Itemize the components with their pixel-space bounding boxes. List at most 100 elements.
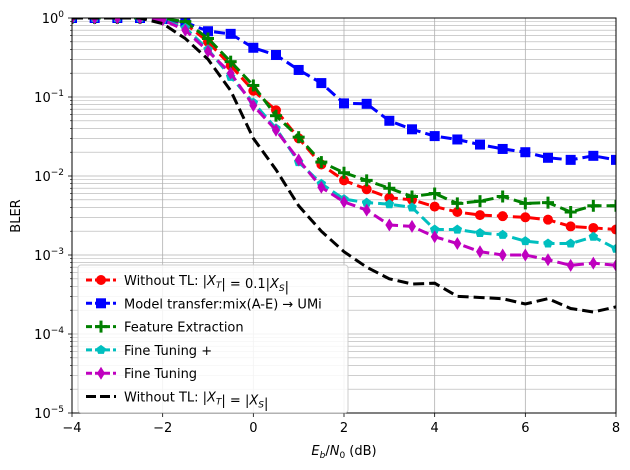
x-axis-label: Eb/N0 (dB) bbox=[311, 444, 376, 461]
data-point bbox=[384, 192, 395, 203]
legend-label: Fine Tuning bbox=[124, 367, 197, 382]
data-point bbox=[203, 26, 213, 37]
legend-label: Fine Tuning + bbox=[124, 344, 212, 359]
data-point bbox=[204, 44, 212, 58]
data-point bbox=[543, 214, 553, 225]
data-point bbox=[497, 211, 508, 222]
data-point bbox=[498, 248, 507, 262]
legend-label: Without TL: |XT| = |XS| bbox=[124, 391, 268, 412]
data-point bbox=[292, 131, 305, 144]
data-point bbox=[361, 184, 372, 195]
data-point bbox=[317, 180, 326, 194]
data-point bbox=[451, 197, 464, 210]
data-point bbox=[610, 199, 616, 212]
data-point bbox=[520, 147, 531, 158]
x-tick-label: 0 bbox=[249, 421, 257, 436]
data-point bbox=[202, 32, 214, 45]
data-point bbox=[271, 50, 281, 61]
legend-box bbox=[77, 264, 349, 414]
data-point bbox=[565, 221, 576, 232]
series-4 bbox=[72, 18, 616, 272]
data-point bbox=[475, 210, 485, 221]
legend-marker bbox=[95, 320, 107, 333]
data-point bbox=[496, 190, 509, 203]
data-point bbox=[428, 187, 441, 200]
data-point bbox=[566, 258, 575, 272]
y-tick-label: 10−2 bbox=[34, 168, 64, 185]
data-point bbox=[452, 134, 463, 145]
y-tick-label: 10−3 bbox=[34, 247, 64, 264]
x-tick-label: 4 bbox=[431, 421, 439, 436]
data-point bbox=[226, 66, 235, 80]
data-point bbox=[339, 175, 349, 186]
data-point bbox=[249, 99, 258, 113]
x-tick-label: 6 bbox=[521, 421, 529, 436]
y-tick-label: 10−5 bbox=[34, 405, 64, 422]
data-point bbox=[429, 131, 440, 142]
data-point bbox=[611, 224, 616, 235]
data-point bbox=[452, 224, 463, 234]
data-point bbox=[521, 248, 530, 262]
y-tick-label: 10−1 bbox=[34, 89, 64, 106]
data-point bbox=[519, 197, 532, 210]
data-point bbox=[385, 218, 394, 232]
legend-label: Without TL: |XT| = 0.1|XS| bbox=[124, 274, 289, 295]
data-point bbox=[248, 42, 259, 53]
y-axis-label: BLER bbox=[9, 199, 24, 232]
data-point bbox=[407, 124, 417, 135]
data-point bbox=[294, 153, 303, 167]
legend-marker bbox=[97, 366, 105, 380]
legend-item bbox=[86, 366, 116, 380]
data-point bbox=[361, 98, 372, 109]
data-point bbox=[181, 23, 190, 37]
data-point bbox=[520, 236, 531, 246]
data-point bbox=[475, 228, 485, 237]
data-point bbox=[338, 166, 350, 179]
legend-item bbox=[86, 320, 116, 333]
data-point bbox=[544, 253, 552, 267]
data-point bbox=[408, 219, 416, 233]
data-point bbox=[362, 203, 371, 217]
data-point bbox=[430, 230, 439, 244]
data-point bbox=[360, 174, 373, 187]
data-point bbox=[270, 109, 282, 122]
data-point bbox=[564, 206, 577, 219]
data-point bbox=[429, 201, 440, 212]
data-point bbox=[520, 212, 531, 223]
data-point bbox=[588, 231, 599, 241]
legend-item bbox=[86, 275, 116, 285]
y-tick-label: 10−4 bbox=[34, 326, 64, 343]
data-point bbox=[72, 18, 76, 25]
data-point bbox=[340, 195, 348, 209]
data-point bbox=[497, 229, 508, 239]
data-point bbox=[406, 190, 418, 203]
data-point bbox=[452, 207, 463, 218]
series-line bbox=[72, 18, 616, 314]
data-point bbox=[611, 154, 616, 165]
legend-marker bbox=[96, 344, 106, 354]
data-point bbox=[384, 115, 395, 126]
data-point bbox=[565, 154, 576, 165]
data-point bbox=[612, 258, 616, 272]
data-point bbox=[475, 139, 485, 150]
x-tick-label: 2 bbox=[340, 421, 348, 436]
y-tick-label: 100 bbox=[42, 10, 65, 27]
x-tick-label: −2 bbox=[153, 421, 172, 436]
data-point bbox=[429, 224, 440, 234]
data-point bbox=[384, 199, 395, 209]
data-point bbox=[224, 55, 237, 68]
data-point bbox=[293, 64, 304, 75]
data-point bbox=[247, 79, 260, 92]
data-point bbox=[565, 238, 576, 248]
data-point bbox=[587, 199, 600, 212]
legend-item bbox=[86, 298, 116, 309]
legend-label: Model transfer:mix(A-E) → UMi bbox=[124, 297, 322, 312]
data-point bbox=[588, 222, 599, 233]
x-tick-label: 8 bbox=[612, 421, 620, 436]
data-point bbox=[497, 143, 508, 154]
data-point bbox=[543, 238, 553, 248]
data-point bbox=[225, 28, 236, 39]
data-point bbox=[474, 195, 486, 208]
legend: Without TL: |XT| = 0.1|XS| Model transfer… bbox=[77, 264, 349, 414]
